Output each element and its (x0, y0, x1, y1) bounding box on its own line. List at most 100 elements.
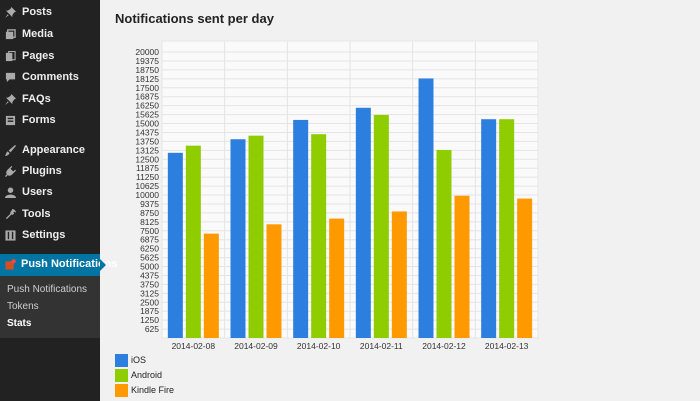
sidebar-item-label: Users (22, 186, 53, 198)
pin-icon (5, 7, 16, 18)
y-tick-label: 11250 (136, 172, 159, 182)
y-tick-label: 7500 (140, 226, 159, 236)
submenu-item-tokens[interactable]: Tokens (7, 301, 39, 312)
sidebar-item-users[interactable]: Users (0, 182, 100, 204)
bar-android (311, 134, 327, 338)
y-tick-label: 6250 (140, 244, 159, 254)
sidebar-item-label: Push Notifications (21, 258, 118, 270)
sidebar-item-push-notifications[interactable]: Push Notifications (0, 254, 118, 276)
bar-ios (355, 107, 371, 339)
y-tick-label: 9375 (140, 199, 159, 209)
sidebar-item-label: Pages (22, 50, 55, 62)
bar-ios (418, 78, 434, 338)
y-tick-label: 6875 (140, 235, 159, 245)
legend-swatch (115, 354, 128, 367)
forms-icon (5, 115, 16, 126)
y-tick-label: 17500 (135, 83, 159, 93)
y-tick-label: 12500 (135, 154, 159, 164)
bar-chart: 6251250187525003125375043755000562562506… (135, 40, 539, 351)
sidebar-item-plugins[interactable]: Plugins (0, 161, 100, 183)
bar-android (499, 119, 515, 339)
bar-ios (293, 119, 309, 338)
bar-kindle-fire (266, 224, 282, 338)
sidebar-item-faqs[interactable]: FAQs (0, 89, 100, 111)
bar-kindle-fire (454, 195, 470, 338)
legend-swatch (115, 369, 128, 382)
y-tick-label: 2500 (140, 297, 159, 307)
brush-icon (5, 145, 16, 156)
bar-ios (481, 119, 497, 339)
pin-icon (5, 94, 16, 105)
sidebar-item-label: FAQs (22, 93, 51, 105)
sidebar-item-forms[interactable]: Forms (0, 110, 100, 132)
sidebar-item-media[interactable]: Media (0, 24, 100, 46)
sidebar-item-label: Appearance (22, 144, 85, 156)
legend-label: Kindle Fire (131, 385, 175, 395)
submenu-item-push-notifications[interactable]: Push Notifications (7, 284, 88, 295)
y-tick-label: 10625 (135, 181, 159, 191)
bar-kindle-fire (391, 211, 407, 338)
user-icon (5, 187, 16, 198)
sidebar-item-comments[interactable]: Comments (0, 67, 100, 89)
bar-android (248, 135, 264, 338)
y-tick-label: 13750 (135, 136, 159, 146)
y-tick-label: 20000 (135, 47, 159, 57)
y-tick-label: 14375 (135, 127, 159, 137)
pages-icon (5, 50, 16, 62)
push-notifications-submenu: Push Notifications Tokens Stats (0, 276, 100, 338)
y-tick-label: 16250 (135, 101, 159, 111)
bar-android (373, 114, 389, 338)
bar-android (185, 145, 201, 338)
sidebar-item-label: Tools (22, 208, 51, 220)
y-tick-label: 1875 (140, 306, 159, 316)
y-tick-label: 16875 (135, 92, 159, 102)
sidebar-item-label: Forms (22, 114, 56, 126)
sidebar-item-label: Comments (22, 71, 79, 83)
legend-label: Android (131, 370, 163, 380)
y-tick-label: 8750 (140, 208, 159, 218)
sidebar-item-label: Media (22, 28, 54, 40)
wrench-icon (5, 209, 17, 220)
submenu-item-stats[interactable]: Stats (7, 318, 32, 329)
sidebar-item-label: Settings (22, 229, 66, 241)
y-tick-label: 5625 (140, 253, 159, 263)
y-tick-label: 18750 (135, 65, 159, 75)
bar-android (436, 149, 452, 338)
push-icon (5, 259, 16, 270)
plugin-icon (5, 166, 16, 177)
sidebar-item-pages[interactable]: Pages (0, 46, 100, 68)
sidebar-item-settings[interactable]: Settings (0, 225, 100, 247)
bar-kindle-fire (517, 198, 533, 338)
y-tick-label: 15000 (135, 119, 159, 129)
x-tick-label: 2014-02-13 (485, 341, 529, 351)
legend-label: iOS (131, 355, 147, 365)
sidebar-item-tools[interactable]: Tools (0, 204, 100, 226)
x-tick-label: 2014-02-10 (297, 341, 341, 351)
sidebar-item-label: Posts (22, 6, 52, 18)
y-tick-label: 11875 (136, 163, 159, 173)
settings-icon (5, 230, 16, 241)
x-tick-label: 2014-02-11 (360, 341, 403, 351)
x-tick-label: 2014-02-09 (234, 341, 278, 351)
y-tick-label: 625 (145, 324, 159, 334)
legend-swatch (115, 384, 128, 397)
active-indicator-arrow (100, 259, 106, 271)
bar-kindle-fire (329, 218, 345, 338)
y-tick-label: 10000 (135, 190, 159, 200)
sidebar-item-label: Plugins (22, 165, 62, 177)
y-tick-label: 3750 (140, 279, 159, 289)
x-tick-label: 2014-02-12 (422, 341, 466, 351)
y-tick-label: 13125 (135, 145, 159, 155)
x-tick-label: 2014-02-08 (172, 341, 216, 351)
y-tick-label: 18125 (135, 74, 159, 84)
sidebar-item-posts[interactable]: Posts (0, 2, 100, 24)
y-tick-label: 5000 (140, 262, 159, 272)
y-tick-label: 15625 (135, 110, 159, 120)
page-title: Notifications sent per day (115, 11, 274, 26)
media-icon (5, 29, 16, 40)
y-tick-label: 1250 (140, 315, 159, 325)
y-tick-label: 3125 (140, 288, 159, 298)
y-tick-label: 8125 (140, 217, 159, 227)
sidebar-item-appearance[interactable]: Appearance (0, 140, 100, 162)
y-tick-label: 19375 (135, 56, 159, 66)
